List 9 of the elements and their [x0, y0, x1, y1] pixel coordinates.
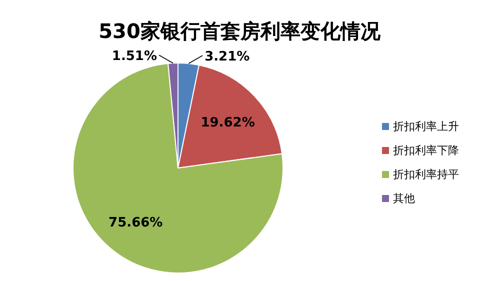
chart-title: 530家银行首套房利率变化情况 — [98, 19, 382, 43]
legend-label: 折扣利率持平 — [393, 168, 459, 181]
legend-label: 折扣利率上升 — [393, 120, 459, 133]
legend-label: 其他 — [393, 192, 415, 205]
data-label: 3.21% — [204, 50, 250, 65]
data-label: 1.51% — [112, 49, 158, 64]
data-label: 19.62% — [200, 115, 255, 130]
legend-label: 折扣利率下降 — [393, 144, 459, 157]
data-label: 75.66% — [108, 216, 163, 231]
